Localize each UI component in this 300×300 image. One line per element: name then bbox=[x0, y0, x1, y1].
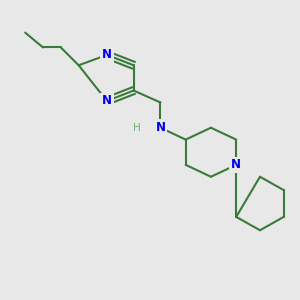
Text: N: N bbox=[231, 158, 241, 171]
Text: N: N bbox=[102, 94, 112, 107]
Text: N: N bbox=[155, 121, 165, 134]
Text: H: H bbox=[133, 123, 140, 133]
Text: N: N bbox=[102, 48, 112, 62]
